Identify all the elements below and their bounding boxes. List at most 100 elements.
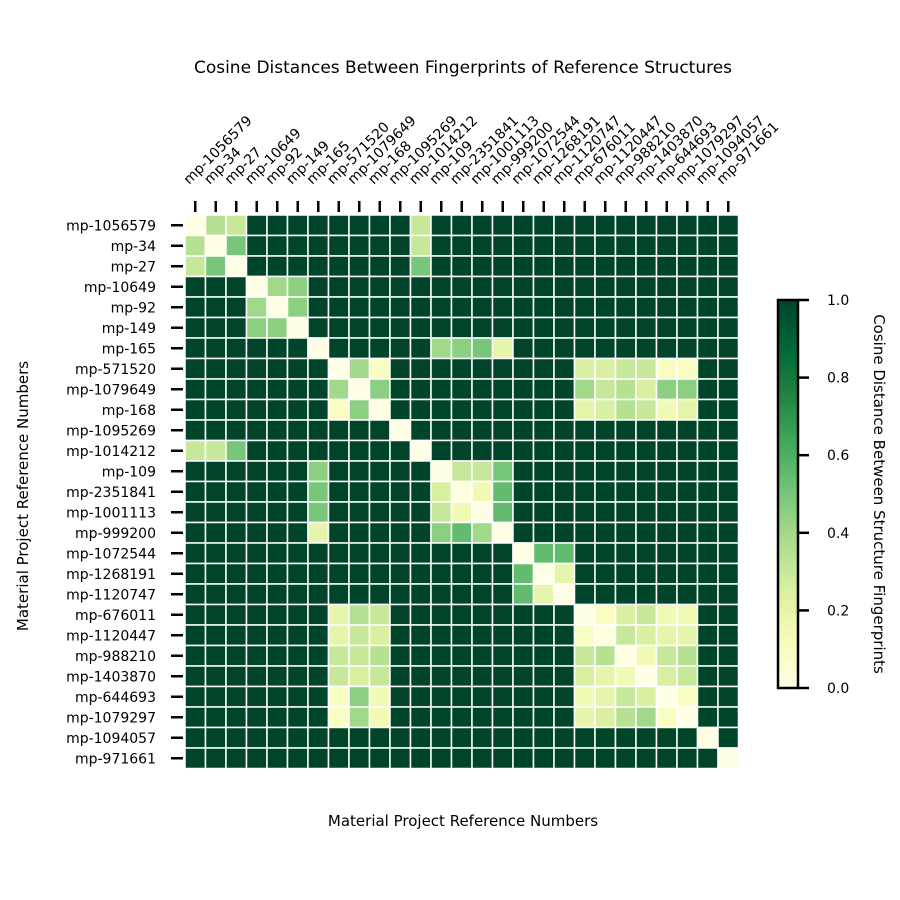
heatmap-cell xyxy=(204,357,227,380)
heatmap-cell xyxy=(307,255,330,278)
heatmap-cell xyxy=(532,378,555,401)
heatmap-cell xyxy=(307,398,330,421)
heatmap-cell xyxy=(532,419,555,442)
heatmap-cell xyxy=(512,398,535,421)
heatmap-cell xyxy=(532,275,555,298)
heatmap-cell xyxy=(512,337,535,360)
heatmap-cell xyxy=(635,480,658,503)
heatmap-cell xyxy=(553,747,576,770)
heatmap-cell xyxy=(717,501,740,524)
heatmap-cell xyxy=(389,665,412,688)
heatmap-cell xyxy=(573,726,596,749)
heatmap-cell xyxy=(286,562,309,585)
heatmap-cell xyxy=(225,480,248,503)
heatmap-cell xyxy=(225,398,248,421)
heatmap-cell xyxy=(655,316,678,339)
heatmap-cell xyxy=(266,255,289,278)
heatmap-cell xyxy=(348,419,371,442)
heatmap-cell xyxy=(327,521,350,544)
heatmap-cell xyxy=(594,296,617,319)
heatmap-cell xyxy=(696,378,719,401)
heatmap-cell xyxy=(409,480,432,503)
heatmap-cell xyxy=(594,562,617,585)
heatmap-cell xyxy=(266,460,289,483)
heatmap-cell xyxy=(368,542,391,565)
heatmap-cell xyxy=(717,665,740,688)
heatmap-cell xyxy=(696,726,719,749)
heatmap-cell xyxy=(471,521,494,544)
heatmap-cell xyxy=(368,419,391,442)
heatmap-cell xyxy=(430,398,453,421)
heatmap-cell xyxy=(635,234,658,257)
heatmap-cell xyxy=(696,665,719,688)
heatmap-cell xyxy=(573,480,596,503)
heatmap-cell xyxy=(696,234,719,257)
heatmap-cell xyxy=(245,419,268,442)
heatmap-cell xyxy=(184,398,207,421)
heatmap-cell xyxy=(348,214,371,237)
heatmap-cell xyxy=(389,234,412,257)
heatmap-cell xyxy=(225,337,248,360)
heatmap-cell xyxy=(286,275,309,298)
heatmap-cell xyxy=(409,214,432,237)
heatmap-cell xyxy=(553,480,576,503)
heatmap-cell xyxy=(512,685,535,708)
heatmap-cell xyxy=(573,357,596,380)
heatmap-cell xyxy=(327,501,350,524)
colorbar: 0.0 0.2 0.4 0.6 0.8 1.0 Cosine Distance Betwe… xyxy=(776,293,888,697)
heatmap-cell xyxy=(225,685,248,708)
heatmap-cell xyxy=(471,562,494,585)
heatmap-cell xyxy=(471,214,494,237)
heatmap-cell xyxy=(635,501,658,524)
heatmap-cell xyxy=(676,255,699,278)
heatmap-cell xyxy=(184,542,207,565)
heatmap-cell xyxy=(696,501,719,524)
heatmap-cell xyxy=(348,296,371,319)
heatmap-cell xyxy=(327,214,350,237)
colorbar-gradient xyxy=(776,298,800,690)
heatmap-cell xyxy=(696,419,719,442)
heatmap-cell xyxy=(184,747,207,770)
heatmap-cell xyxy=(676,337,699,360)
heatmap-cell xyxy=(307,542,330,565)
heatmap-cell xyxy=(573,583,596,606)
heatmap-cell xyxy=(327,275,350,298)
colorbar-label: Cosine Distance Between Structure Finger… xyxy=(870,314,888,674)
heatmap-cell xyxy=(389,501,412,524)
heatmap-cell xyxy=(184,460,207,483)
heatmap-cell xyxy=(286,316,309,339)
heatmap-cell xyxy=(471,275,494,298)
heatmap-cell xyxy=(307,562,330,585)
heatmap-cell xyxy=(614,419,637,442)
heatmap-cell xyxy=(614,583,637,606)
y-tick-label: mp-1120447 xyxy=(66,628,156,644)
heatmap-cell xyxy=(696,562,719,585)
heatmap-cell xyxy=(655,624,678,647)
heatmap-cell xyxy=(348,357,371,380)
heatmap-cell xyxy=(430,419,453,442)
heatmap-cell xyxy=(573,665,596,688)
heatmap-cell xyxy=(471,480,494,503)
heatmap-cell xyxy=(532,234,555,257)
heatmap-cell xyxy=(409,296,432,319)
heatmap-cell xyxy=(594,624,617,647)
heatmap-cell xyxy=(594,747,617,770)
heatmap-cell xyxy=(717,296,740,319)
heatmap-cell xyxy=(717,644,740,667)
heatmap-cell xyxy=(553,501,576,524)
heatmap-cell xyxy=(184,296,207,319)
heatmap-cell xyxy=(512,542,535,565)
heatmap-cell xyxy=(348,665,371,688)
heatmap-cell xyxy=(450,624,473,647)
heatmap-cell xyxy=(717,275,740,298)
heatmap-cell xyxy=(409,542,432,565)
heatmap-cell xyxy=(430,234,453,257)
heatmap-cell xyxy=(491,562,514,585)
heatmap-cell xyxy=(245,685,268,708)
heatmap-cell xyxy=(327,583,350,606)
heatmap-cell xyxy=(655,603,678,626)
heatmap-cell xyxy=(491,521,514,544)
heatmap-cell xyxy=(368,501,391,524)
heatmap-cell xyxy=(491,419,514,442)
heatmap-cell xyxy=(573,439,596,462)
